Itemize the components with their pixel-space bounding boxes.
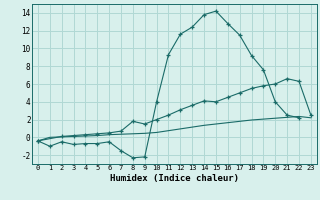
X-axis label: Humidex (Indice chaleur): Humidex (Indice chaleur)	[110, 174, 239, 183]
